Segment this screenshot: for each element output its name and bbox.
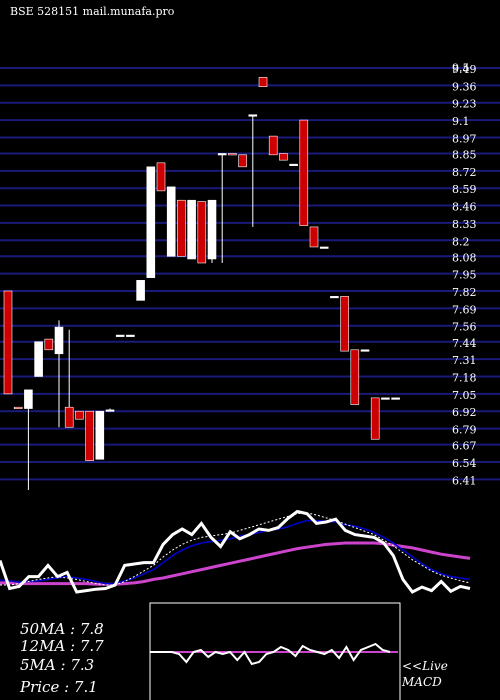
candle-down	[75, 410, 84, 420]
y-tick-label: 7.69	[452, 303, 477, 316]
y-tick-label: 6.92	[452, 406, 477, 419]
y-tick-label: 6.54	[452, 457, 477, 470]
candle-down	[197, 201, 207, 264]
y-tick-label: 8.72	[452, 166, 477, 179]
candle-down	[238, 154, 247, 168]
macd-line	[150, 642, 391, 666]
y-tick-label: 7.95	[452, 269, 477, 282]
candle-up	[391, 397, 400, 400]
candle-up	[330, 296, 339, 299]
ma50-label: 50MA : 7.8	[20, 620, 104, 638]
candle-down	[85, 410, 94, 461]
y-tick-label: 9.23	[452, 98, 477, 111]
ma5-label: 5MA : 7.3	[20, 656, 94, 674]
price-grid	[0, 67, 500, 481]
ma-short-line	[0, 519, 471, 585]
y-tick-label: 6.41	[452, 474, 477, 487]
y-axis-ticks: 9.59.49 9.36 9.23 9.1 8.97 8.85 8.72 8.59 8.46 8.…	[452, 62, 477, 488]
y-tick-label: 8.59	[452, 183, 477, 196]
moving-average-panel	[0, 509, 471, 594]
candle-down	[350, 349, 360, 405]
candle-up	[319, 246, 329, 249]
y-tick-label: 9.5	[452, 62, 470, 75]
y-tick-label: 8.85	[452, 148, 477, 161]
macd-panel	[150, 642, 398, 666]
candle-down	[309, 226, 319, 248]
candle-up	[289, 163, 298, 166]
y-tick-label: 9.1	[452, 115, 470, 128]
y-tick-label: 8.08	[452, 251, 477, 264]
candle-down	[13, 406, 23, 410]
y-tick-label: 7.18	[452, 371, 477, 384]
y-tick-label: 7.31	[452, 354, 477, 367]
candle-down	[44, 338, 54, 351]
candle-up	[217, 153, 227, 156]
candle-up	[95, 410, 105, 460]
y-tick-label: 8.2	[452, 235, 470, 248]
candle-up	[381, 397, 390, 400]
y-tick-label: 8.33	[452, 218, 477, 231]
macd-label: MACD	[401, 675, 442, 689]
price-line	[0, 509, 471, 594]
candle-down	[3, 290, 13, 395]
candle-up	[187, 199, 196, 260]
candle-up	[54, 326, 64, 355]
candle-up	[248, 114, 258, 117]
candle-up	[146, 166, 156, 278]
price-label: Price : 7.1	[19, 678, 98, 696]
candle-up	[166, 186, 176, 257]
y-tick-label: 8.46	[452, 201, 477, 214]
candle-down	[279, 153, 288, 161]
chart-title: BSE 528151 mail.munafa.pro	[10, 5, 175, 18]
candle-down	[258, 77, 268, 88]
ma-long-line	[0, 541, 471, 586]
candle-down	[177, 199, 186, 257]
y-tick-label: 6.67	[452, 440, 477, 453]
candle-up	[24, 389, 33, 409]
candle-down	[299, 119, 309, 226]
y-tick-label: 7.44	[452, 337, 477, 350]
candle-up	[34, 341, 43, 377]
y-tick-label: 7.82	[452, 286, 477, 299]
candle-down	[268, 135, 278, 156]
y-tick-label: 9.36	[452, 80, 477, 93]
candle-down	[228, 153, 237, 156]
candle-up	[115, 334, 125, 337]
candle-down	[370, 397, 380, 440]
candle-up	[105, 409, 115, 412]
macd-live-label: <<Live	[402, 659, 448, 673]
candle-up	[136, 280, 145, 301]
candle-down	[340, 296, 349, 352]
candle-up	[360, 349, 370, 352]
candle-up	[126, 334, 135, 337]
y-tick-label: 9.49	[452, 63, 477, 76]
candle-up	[207, 199, 217, 260]
ma12-label: 12MA : 7.7	[20, 637, 104, 655]
candlesticks	[3, 77, 400, 490]
ma-legend: 50MA : 7.8 12MA : 7.7 5MA : 7.3 Price : …	[19, 620, 104, 696]
y-tick-label: 7.56	[452, 321, 477, 334]
candle-down	[156, 162, 166, 192]
y-tick-label: 7.05	[452, 389, 477, 402]
y-tick-label: 8.97	[452, 132, 477, 145]
y-tick-label: 6.79	[452, 424, 477, 437]
candle-down	[64, 406, 74, 428]
